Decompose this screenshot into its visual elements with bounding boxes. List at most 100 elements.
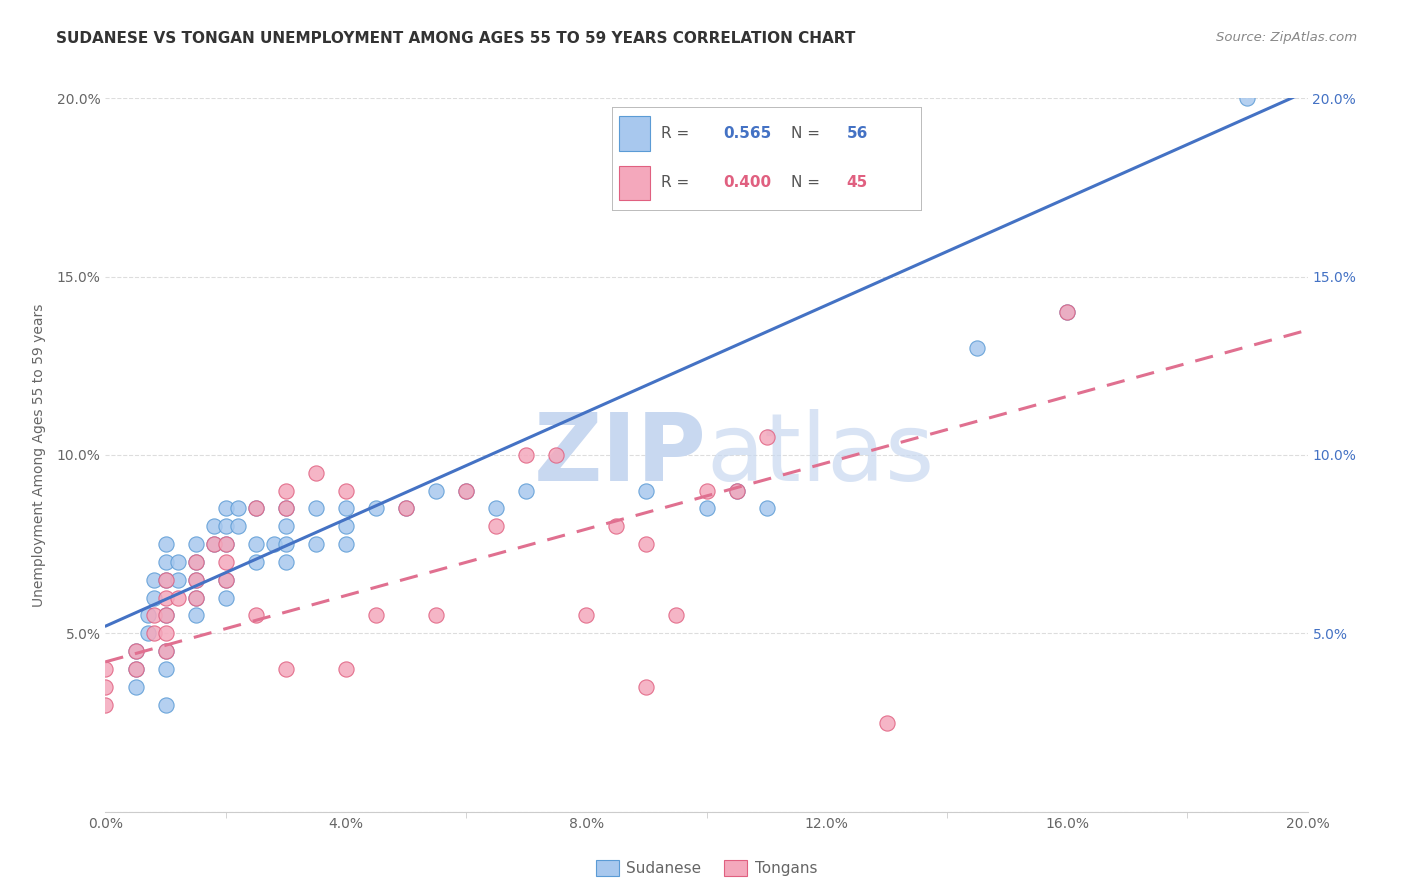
Point: [155, 537, 177, 551]
Point: [245, 608, 267, 623]
Point: [166, 573, 188, 587]
Point: [136, 626, 159, 640]
Point: [202, 537, 225, 551]
Point: [214, 537, 236, 551]
Point: [425, 483, 447, 498]
Point: [184, 573, 207, 587]
Point: [696, 501, 718, 516]
Point: [124, 662, 146, 676]
Point: [485, 501, 508, 516]
Point: [124, 644, 146, 658]
Point: [214, 555, 236, 569]
Point: [155, 591, 177, 605]
Point: [94, 698, 117, 712]
Point: [155, 644, 177, 658]
Point: [155, 626, 177, 640]
Text: Source: ZipAtlas.com: Source: ZipAtlas.com: [1216, 31, 1357, 45]
Point: [155, 555, 177, 569]
Text: N =: N =: [792, 176, 825, 191]
Point: [575, 608, 598, 623]
Point: [184, 573, 207, 587]
Point: [94, 662, 117, 676]
Point: [214, 591, 236, 605]
Point: [725, 483, 748, 498]
Point: [142, 626, 165, 640]
Point: [166, 591, 188, 605]
Point: [364, 608, 387, 623]
Point: [485, 519, 508, 533]
Legend: Sudanese, Tongans: Sudanese, Tongans: [589, 855, 824, 882]
Point: [184, 555, 207, 569]
Point: [202, 537, 225, 551]
Point: [515, 483, 537, 498]
Point: [876, 715, 898, 730]
Point: [274, 483, 297, 498]
Point: [155, 608, 177, 623]
Point: [214, 537, 236, 551]
Point: [605, 519, 627, 533]
Point: [245, 501, 267, 516]
Point: [214, 519, 236, 533]
Point: [755, 430, 778, 444]
Text: N =: N =: [792, 126, 825, 141]
Point: [636, 537, 658, 551]
Point: [214, 573, 236, 587]
Point: [226, 501, 249, 516]
Point: [335, 537, 357, 551]
Point: [305, 466, 328, 480]
Point: [274, 519, 297, 533]
Point: [305, 537, 328, 551]
Point: [245, 537, 267, 551]
Point: [202, 519, 225, 533]
Point: [425, 608, 447, 623]
Text: R =: R =: [661, 126, 695, 141]
Point: [124, 680, 146, 694]
Point: [124, 644, 146, 658]
Point: [1236, 91, 1258, 105]
Point: [364, 501, 387, 516]
Point: [245, 501, 267, 516]
Point: [245, 555, 267, 569]
Text: ZIP: ZIP: [534, 409, 707, 501]
Point: [274, 501, 297, 516]
Point: [184, 608, 207, 623]
Point: [155, 608, 177, 623]
Point: [546, 448, 568, 462]
Point: [636, 483, 658, 498]
Point: [696, 483, 718, 498]
Point: [274, 501, 297, 516]
Point: [214, 573, 236, 587]
Point: [274, 662, 297, 676]
Y-axis label: Unemployment Among Ages 55 to 59 years: Unemployment Among Ages 55 to 59 years: [31, 303, 45, 607]
Point: [636, 680, 658, 694]
Point: [755, 501, 778, 516]
Point: [155, 698, 177, 712]
Point: [274, 555, 297, 569]
Point: [966, 341, 988, 355]
Point: [335, 501, 357, 516]
Point: [155, 573, 177, 587]
Text: 45: 45: [846, 176, 868, 191]
Point: [184, 555, 207, 569]
FancyBboxPatch shape: [619, 166, 650, 201]
Point: [395, 501, 418, 516]
Point: [335, 483, 357, 498]
Point: [184, 537, 207, 551]
Point: [1056, 305, 1078, 319]
Point: [155, 644, 177, 658]
Text: 56: 56: [846, 126, 868, 141]
Point: [263, 537, 285, 551]
Point: [305, 501, 328, 516]
Point: [725, 483, 748, 498]
FancyBboxPatch shape: [619, 116, 650, 151]
Point: [155, 662, 177, 676]
Point: [515, 448, 537, 462]
Point: [155, 573, 177, 587]
Text: atlas: atlas: [707, 409, 935, 501]
Point: [454, 483, 477, 498]
Point: [166, 555, 188, 569]
Point: [274, 537, 297, 551]
Text: 0.400: 0.400: [723, 176, 770, 191]
Point: [184, 591, 207, 605]
Point: [214, 501, 236, 516]
